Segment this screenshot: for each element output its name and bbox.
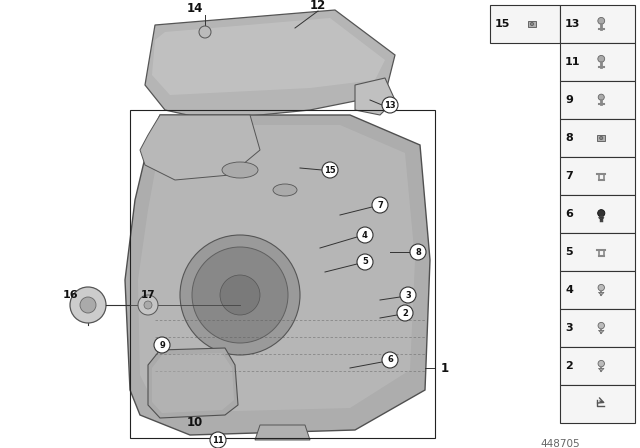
Text: 4: 4 [565,285,573,295]
Text: 6: 6 [565,209,573,219]
Text: 16: 16 [62,290,78,300]
Text: 8: 8 [565,133,573,143]
Text: 13: 13 [384,100,396,109]
Circle shape [598,94,604,100]
Circle shape [598,17,605,24]
Ellipse shape [273,184,297,196]
Text: 8: 8 [415,247,421,257]
Text: 2: 2 [402,309,408,318]
Circle shape [598,360,604,367]
Circle shape [144,301,152,309]
Text: 3: 3 [565,323,573,333]
Text: 5: 5 [565,247,573,257]
Circle shape [372,197,388,213]
Polygon shape [598,293,604,295]
Circle shape [357,227,373,243]
Polygon shape [355,78,395,115]
Polygon shape [560,157,635,195]
Circle shape [180,235,300,355]
Text: 15: 15 [324,165,336,175]
Circle shape [357,254,373,270]
Circle shape [598,284,604,291]
Polygon shape [560,233,635,271]
Circle shape [70,287,106,323]
Polygon shape [560,347,635,385]
Circle shape [382,97,398,113]
Text: 10: 10 [187,415,203,428]
Text: 1: 1 [441,362,449,375]
Polygon shape [138,125,415,412]
Polygon shape [560,43,635,81]
Circle shape [199,26,211,38]
Ellipse shape [222,162,258,178]
Polygon shape [560,5,635,43]
Polygon shape [152,18,385,95]
Polygon shape [528,21,536,27]
Text: 2: 2 [565,361,573,371]
Polygon shape [560,271,635,309]
Polygon shape [598,368,604,371]
Polygon shape [152,353,234,413]
Polygon shape [598,331,604,333]
Text: 3: 3 [405,290,411,300]
Text: 9: 9 [159,340,165,349]
Text: 448705: 448705 [540,439,580,448]
Polygon shape [148,348,238,418]
Polygon shape [560,309,635,347]
Text: 15: 15 [495,19,510,29]
Circle shape [598,56,605,62]
Polygon shape [597,135,605,141]
Circle shape [322,162,338,178]
Text: 4: 4 [362,231,368,240]
Circle shape [192,247,288,343]
Circle shape [397,305,413,321]
Text: 5: 5 [362,258,368,267]
Circle shape [410,244,426,260]
Circle shape [154,337,170,353]
Polygon shape [598,218,604,220]
Polygon shape [145,10,395,120]
Text: 7: 7 [565,171,573,181]
Polygon shape [125,115,430,435]
Text: 11: 11 [565,57,580,67]
Circle shape [598,210,605,217]
Text: 6: 6 [387,356,393,365]
Circle shape [220,275,260,315]
Polygon shape [255,425,310,440]
Text: 12: 12 [310,0,326,12]
Polygon shape [560,195,635,233]
Polygon shape [560,385,635,423]
Circle shape [80,297,96,313]
Polygon shape [140,115,260,180]
Polygon shape [560,81,635,119]
Circle shape [598,323,604,329]
Text: 14: 14 [187,1,203,14]
Text: 17: 17 [141,290,156,300]
Circle shape [531,22,534,26]
Text: 9: 9 [565,95,573,105]
Text: 13: 13 [565,19,580,29]
Circle shape [600,136,603,140]
Circle shape [400,287,416,303]
Circle shape [382,352,398,368]
Circle shape [138,295,158,315]
Polygon shape [560,119,635,157]
Polygon shape [490,5,560,43]
Text: 11: 11 [212,435,224,444]
Text: 7: 7 [377,201,383,210]
Circle shape [210,432,226,448]
